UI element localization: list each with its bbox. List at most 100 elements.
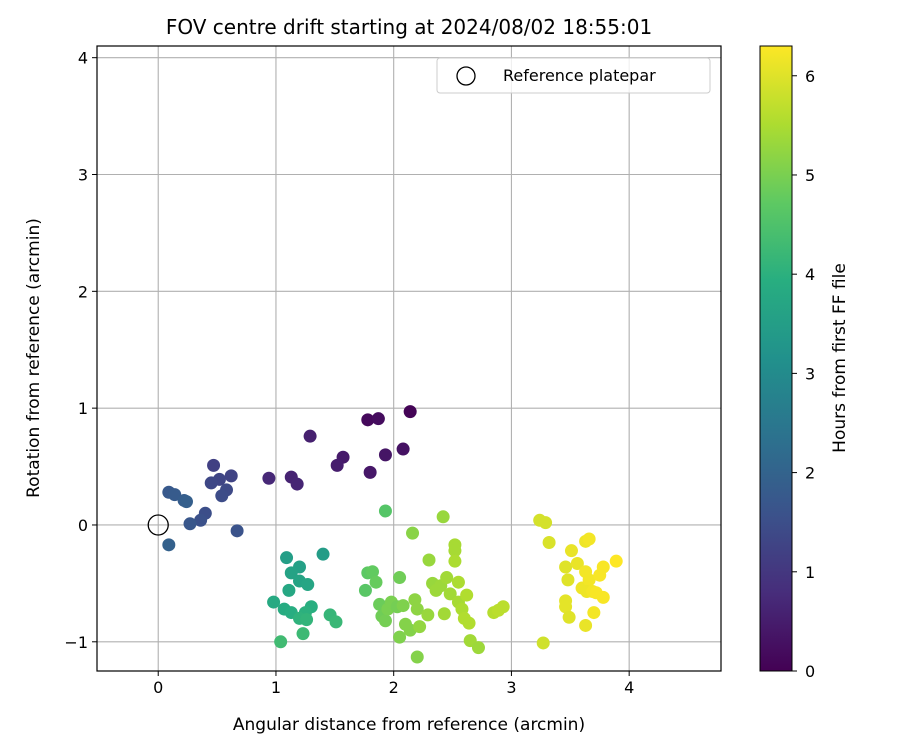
data-point — [366, 565, 380, 579]
data-point — [162, 538, 176, 552]
colorbar-ticks: 0 1 2 3 4 5 6 — [792, 67, 815, 681]
colorbar-tick-label: 2 — [805, 464, 815, 483]
data-point — [224, 469, 238, 483]
data-point — [536, 636, 550, 650]
data-point — [296, 627, 310, 641]
colorbar-tick-label: 4 — [805, 265, 815, 284]
data-point — [204, 476, 218, 490]
data-point — [358, 583, 372, 597]
data-point — [582, 573, 596, 587]
data-point — [562, 610, 576, 624]
data-point — [396, 599, 410, 613]
data-point — [410, 650, 424, 664]
data-point — [330, 458, 344, 472]
y-tick-label: 4 — [78, 49, 88, 68]
data-point — [396, 442, 410, 456]
data-point — [448, 544, 462, 558]
colorbar-gradient — [759, 45, 793, 672]
data-point — [329, 615, 343, 629]
legend: Reference platepar — [436, 57, 711, 94]
data-point — [403, 405, 417, 419]
data-point — [168, 488, 182, 502]
data-point — [378, 448, 392, 462]
data-point — [542, 535, 556, 549]
data-point — [437, 607, 451, 621]
data-point — [274, 635, 288, 649]
data-point — [363, 465, 377, 479]
data-point — [284, 566, 298, 580]
data-point — [570, 557, 584, 571]
data-point — [194, 513, 208, 527]
data-point — [436, 510, 450, 524]
y-axis-ticks: −1 0 1 2 3 4 — [64, 49, 97, 652]
data-point — [410, 602, 424, 616]
data-point — [582, 532, 596, 546]
data-point — [440, 571, 454, 585]
data-point — [609, 554, 623, 568]
data-point — [393, 630, 407, 644]
data-point — [378, 614, 392, 628]
reference-marker — [147, 514, 169, 536]
data-point — [460, 588, 474, 602]
data-point — [301, 578, 315, 592]
colorbar-tick-label: 3 — [805, 364, 815, 383]
y-tick-label: 1 — [78, 399, 88, 418]
data-point — [179, 495, 193, 509]
data-point — [561, 573, 575, 587]
data-point — [378, 504, 392, 518]
data-point — [596, 590, 610, 604]
legend-label: Reference platepar — [503, 66, 656, 85]
data-point — [559, 600, 573, 614]
data-point — [539, 516, 553, 530]
data-point — [422, 553, 436, 567]
colorbar: 0 1 2 3 4 5 6 Hours from first FF file — [759, 45, 850, 681]
data-point — [413, 620, 427, 634]
data-point — [215, 489, 229, 503]
data-point — [471, 641, 485, 655]
data-point — [564, 544, 578, 558]
colorbar-tick-label: 5 — [805, 166, 815, 185]
legend-marker-icon — [456, 66, 476, 86]
y-tick-label: 2 — [78, 282, 88, 301]
data-point — [369, 575, 383, 589]
data-point — [596, 560, 610, 574]
data-point — [183, 517, 197, 531]
data-point — [290, 477, 304, 491]
colorbar-tick-label: 0 — [805, 662, 815, 681]
data-point — [451, 575, 465, 589]
y-axis-label: Rotation from reference (arcmin) — [24, 218, 44, 498]
legend-box — [436, 57, 711, 94]
data-point — [421, 608, 435, 622]
y-tick-label: 3 — [78, 166, 88, 185]
data-point — [448, 554, 462, 568]
x-axis-ticks: 0 1 2 3 4 — [153, 671, 634, 697]
chart-title: FOV centre drift starting at 2024/08/02 … — [166, 15, 652, 39]
plot-frame — [96, 45, 722, 672]
data-point — [371, 412, 385, 426]
x-axis-label: Angular distance from reference (arcmin) — [233, 715, 585, 735]
data-point — [579, 618, 593, 632]
x-tick-label: 3 — [506, 678, 516, 697]
data-point — [361, 413, 375, 427]
data-point — [587, 606, 601, 620]
data-point — [280, 551, 294, 565]
data-point — [443, 587, 457, 601]
colorbar-label: Hours from first FF file — [830, 263, 850, 453]
data-point — [303, 429, 317, 443]
colorbar-tick-label: 1 — [805, 563, 815, 582]
grid-lines — [97, 46, 721, 671]
x-tick-label: 1 — [271, 678, 281, 697]
data-point — [262, 471, 276, 485]
reference-point-icon — [147, 514, 169, 536]
x-tick-label: 4 — [624, 678, 634, 697]
y-tick-label: −1 — [64, 633, 88, 652]
x-tick-label: 0 — [153, 678, 163, 697]
data-point — [282, 583, 296, 597]
data-point — [393, 571, 407, 585]
data-points — [162, 405, 623, 664]
y-tick-label: 0 — [78, 516, 88, 535]
colorbar-tick-label: 6 — [805, 67, 815, 86]
data-point — [230, 524, 244, 538]
data-point — [559, 560, 573, 574]
